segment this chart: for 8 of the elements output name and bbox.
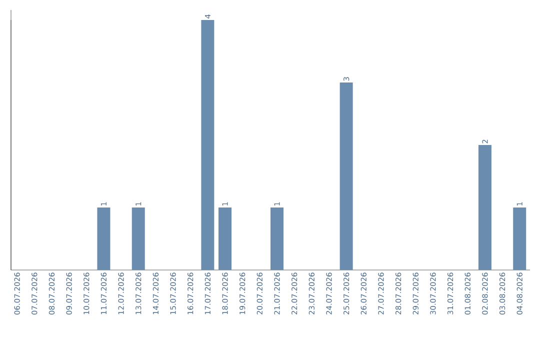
bar bbox=[132, 208, 145, 270]
bar bbox=[478, 145, 492, 270]
bar bbox=[340, 82, 353, 270]
bar bbox=[97, 208, 110, 270]
bar bbox=[218, 208, 232, 270]
bar bbox=[513, 208, 526, 270]
bar bbox=[270, 208, 284, 270]
bar bbox=[201, 20, 214, 270]
